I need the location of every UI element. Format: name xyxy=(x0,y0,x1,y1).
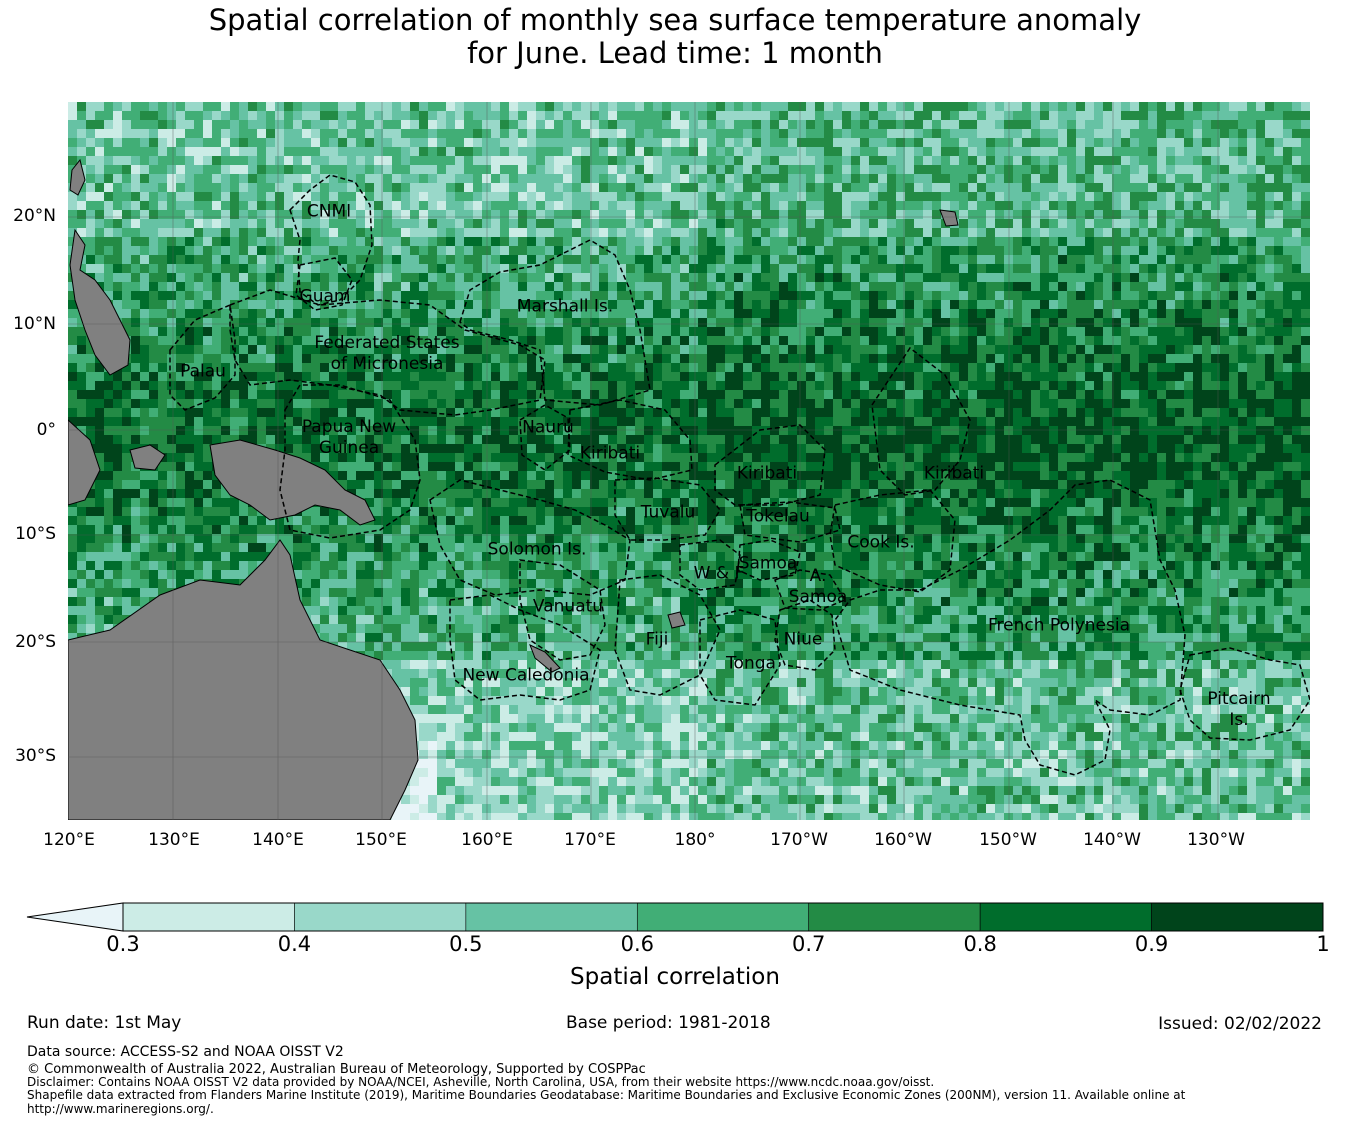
lon-label-120e: 120°E xyxy=(43,830,95,850)
colorbar-tick-label: 1 xyxy=(1316,932,1330,956)
philippines-landmass xyxy=(69,228,131,376)
eez-nauru xyxy=(519,404,571,471)
region-label-tuvalu: Tuvalu xyxy=(640,502,696,523)
region-label-tokelau: Tokelau xyxy=(746,506,810,527)
eez-solomon xyxy=(429,479,631,596)
eez-marshall xyxy=(459,239,651,406)
shapefile-url: http://www.marineregions.org/. xyxy=(27,1102,214,1116)
colorbar-tick-label: 0.6 xyxy=(620,932,654,956)
run-date: Run date: 1st May xyxy=(27,1013,182,1033)
lon-label-130w: 130°W xyxy=(1187,830,1245,850)
base-period: Base period: 1981-2018 xyxy=(566,1013,771,1033)
lon-label-140w: 140°W xyxy=(1083,830,1141,850)
lon-label-170e: 170°E xyxy=(564,830,616,850)
chart-title-line1: Spatial correlation of monthly sea surfa… xyxy=(208,3,1142,37)
lat-label-0: 0° xyxy=(36,420,56,440)
lon-label-140e: 140°E xyxy=(252,830,304,850)
region-label-niue: Niue xyxy=(783,629,823,650)
eez-tonga xyxy=(699,609,781,706)
eez-french-polynesia xyxy=(834,479,1186,776)
region-label-french-polynesia: French Polynesia xyxy=(988,615,1130,636)
australia-landmass xyxy=(68,539,419,820)
taiwan-landmass xyxy=(69,158,86,196)
region-label-palau: Palau xyxy=(180,361,226,382)
region-label-cook: Cook Is. xyxy=(847,532,915,553)
lat-label-20s: 20°S xyxy=(15,632,56,652)
region-label-fiji: Fiji xyxy=(645,629,669,650)
region-label-tonga: Tonga xyxy=(726,653,776,674)
eez-guam xyxy=(295,257,353,311)
indonesia-landmass-2 xyxy=(129,444,166,471)
region-label-kiribati-west: Kiribati xyxy=(579,443,641,464)
data-source: Data source: ACCESS-S2 and NOAA OISST V2 xyxy=(27,1044,344,1060)
colorbar-tick-label: 0.9 xyxy=(1134,932,1169,956)
disclaimer: Disclaimer: Contains NOAA OISST V2 data … xyxy=(27,1075,935,1089)
colorbar-tick-label: 0.3 xyxy=(106,932,140,956)
region-label-guam: Guam xyxy=(299,286,351,307)
eez-american-samoa xyxy=(774,569,847,611)
region-label-kiribati-east: Kiribati xyxy=(923,463,985,484)
hawaii-landmass xyxy=(939,209,959,227)
region-label-new-caledonia: New Caledonia xyxy=(462,665,590,686)
eez-niue xyxy=(774,599,836,671)
lat-label-10n: 10°N xyxy=(13,314,56,334)
eez-vanuatu xyxy=(519,559,606,661)
eez-tokelau xyxy=(739,501,841,543)
lon-label-180: 180° xyxy=(674,830,716,850)
eez-kiribati-east xyxy=(871,346,971,496)
lon-label-130e: 130°E xyxy=(148,830,200,850)
issued-date: Issued: 02/02/2022 xyxy=(1158,1014,1322,1034)
colorbar-tick-label: 0.8 xyxy=(963,932,997,956)
chart-title-line2: for June. Lead time: 1 month xyxy=(467,36,883,70)
region-label-marshall: Marshall Is. xyxy=(516,296,614,317)
lat-label-10s: 10°S xyxy=(15,524,56,544)
eez-fsm xyxy=(229,289,546,416)
eez-palau xyxy=(169,303,236,411)
eez-kiribati-central xyxy=(714,424,826,506)
colorbar-tick-label: 0.7 xyxy=(792,932,826,956)
region-label-nauru: Nauru xyxy=(522,417,574,438)
region-label-vanuatu: Vanuatu xyxy=(532,596,604,617)
eez-wallis-futuna xyxy=(679,539,741,591)
indonesia-landmass-1 xyxy=(68,419,101,506)
lon-label-160w: 160°W xyxy=(874,830,932,850)
eez-kiribati-west xyxy=(567,399,693,481)
colorbar-label: Spatial correlation xyxy=(570,964,780,990)
region-label-solomon: Solomon Is. xyxy=(487,539,587,560)
fiji-landmass xyxy=(667,611,686,629)
eez-fiji xyxy=(614,574,721,696)
lon-label-170w: 170°W xyxy=(770,830,828,850)
eez-png xyxy=(279,384,421,539)
lon-label-160e: 160°E xyxy=(461,830,513,850)
lon-label-150w: 150°W xyxy=(979,830,1037,850)
lat-label-30s: 30°S xyxy=(15,746,56,766)
region-label-cnmi: CNMI xyxy=(306,201,352,222)
colorbar-tick-label: 0.4 xyxy=(277,932,312,956)
new-guinea-landmass xyxy=(209,439,376,526)
new-caledonia-landmass xyxy=(529,644,561,673)
region-label-fsm: Federated States of Micronesia xyxy=(314,333,460,374)
region-label-american-samoa: A. Samoa xyxy=(788,566,848,607)
shapefile-credit: Shapefile data extracted from Flanders M… xyxy=(27,1088,1186,1102)
region-label-png: Papua New Guinea xyxy=(301,417,397,458)
lon-label-150e: 150°E xyxy=(355,830,407,850)
region-label-pitcairn: Pitcairn Is. xyxy=(1207,689,1271,730)
region-label-kiribati-central: Kiribati xyxy=(736,463,798,484)
region-label-samoa: Samoa xyxy=(738,553,798,574)
eez-tuvalu xyxy=(614,477,721,541)
eez-cook xyxy=(829,489,956,593)
eez-pitcairn xyxy=(1179,647,1310,741)
region-label-wallis-futuna: W & F xyxy=(693,563,745,584)
lat-label-20n: 20°N xyxy=(13,206,56,226)
eez-new-caledonia xyxy=(449,594,601,701)
colorbar-tick-label: 0.5 xyxy=(449,932,483,956)
eez-cnmi xyxy=(289,174,373,306)
copyright: © Commonwealth of Australia 2022, Austra… xyxy=(27,1062,646,1077)
